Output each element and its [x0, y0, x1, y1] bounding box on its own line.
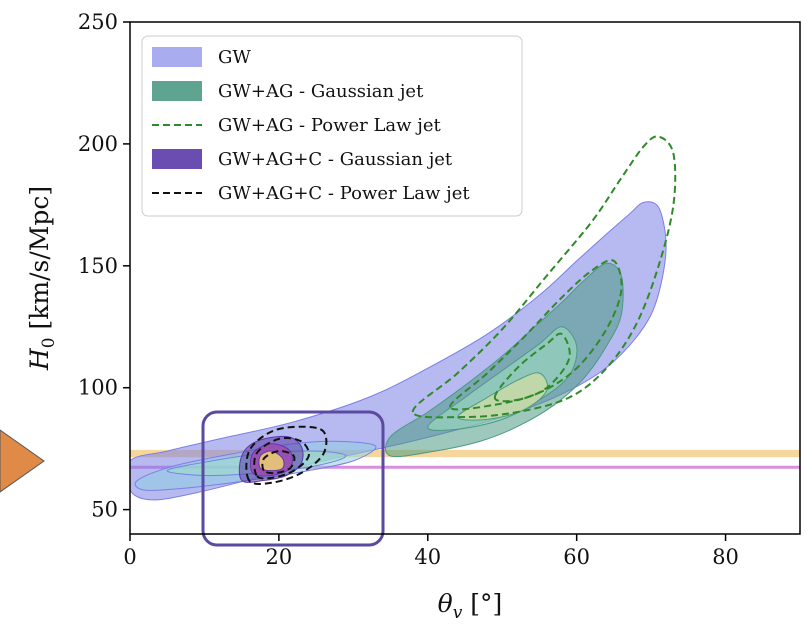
legend-label: GW+AG - Gaussian jet [218, 81, 424, 102]
legend-item-gw-ag-c-gaussian-jet: GW+AG+C - Gaussian jet [152, 149, 453, 170]
legend-item-gw-ag-c-power-law-jet: GW+AG+C - Power Law jet [152, 183, 470, 204]
contour-layer [130, 135, 677, 501]
series-gw-ag-c-power-law-jet [245, 425, 328, 485]
contour-gw-ag-power-law-jet-inner [493, 332, 571, 403]
contour-gw-ag-c-power-law-jet-inner [261, 450, 296, 475]
x-tick-label: 80 [712, 545, 739, 569]
contour-gw-ag-gaussian-jet-outer [384, 262, 624, 458]
contour-gw-ag-gaussian-jet-middle [427, 326, 578, 431]
legend-box [141, 35, 523, 217]
series-gw-ag-gaussian-jet [384, 262, 624, 458]
plot-frame [129, 21, 801, 535]
legend-swatch [152, 149, 202, 169]
legend-label: GW+AG+C - Gaussian jet [218, 149, 453, 170]
contour-gw-ag-gaussian-jet-inner [457, 372, 549, 421]
contour-gw-ag-c-power-law-jet-outer [245, 425, 328, 485]
contour-gw-ag-power-law-jet-middle [449, 259, 623, 411]
y-tick-label: 100 [78, 376, 118, 400]
y-axis-label: H0 [km/s/Mpc] [25, 186, 59, 371]
y-tick-label: 150 [78, 254, 118, 278]
x-axis-ticks: 0 20 40 60 80 [123, 534, 739, 569]
contour-gw-ag-power-law-jet-outer [411, 135, 677, 419]
side-arrow-shape [0, 429, 45, 493]
contour-gw-ag-c-power-law-jet-middle [253, 437, 310, 480]
legend-label: GW+AG+C - Power Law jet [218, 183, 470, 204]
y-tick-label: 200 [78, 132, 118, 156]
x-tick-label: 40 [414, 545, 441, 569]
legend-swatch [152, 47, 202, 67]
legend-item-gw-ag-power-law-jet: GW+AG - Power Law jet [152, 115, 442, 136]
x-tick-label: 20 [266, 545, 293, 569]
y-axis-ticks: 50 100 150 200 250 [78, 10, 130, 522]
legend-label: GW+AG - Power Law jet [218, 115, 442, 136]
x-tick-label: 60 [563, 545, 590, 569]
legend-label: GW [218, 47, 251, 68]
legend-item-gw-ag-gaussian-jet: GW+AG - Gaussian jet [152, 81, 424, 102]
x-axis-label: θv [°] [438, 589, 503, 623]
highlight-box [201, 410, 385, 547]
series-gw-ag-power-law-jet [411, 135, 677, 419]
legend-item-gw: GW [152, 47, 251, 68]
y-tick-label: 250 [78, 10, 118, 34]
x-tick-label: 0 [123, 545, 136, 569]
y-tick-label: 50 [91, 498, 118, 522]
legend: GW GW+AG - Gaussian jet GW+AG - Power Law … [141, 35, 523, 217]
legend-swatch [152, 81, 202, 101]
band-planck-like-band [130, 449, 800, 458]
